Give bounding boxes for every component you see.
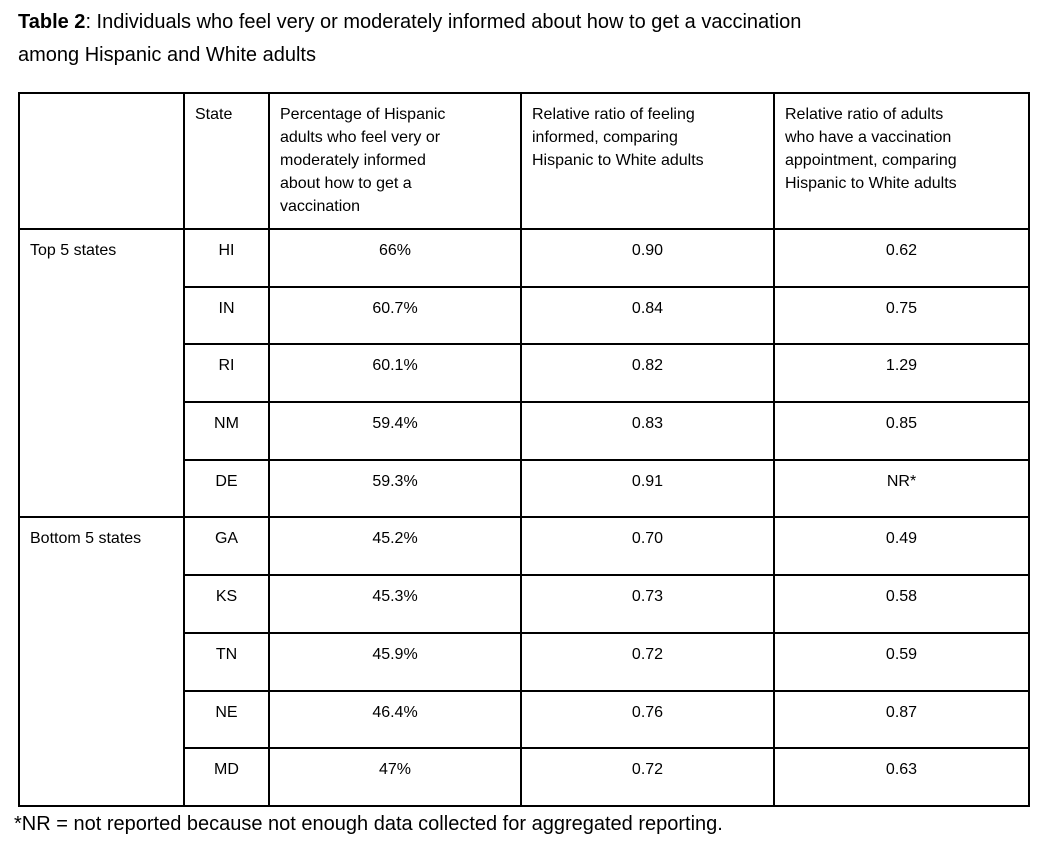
header-group-cell bbox=[18, 92, 185, 230]
header-state-cell: State bbox=[183, 92, 270, 230]
state-cell: DE bbox=[183, 458, 270, 519]
percentage-cell: 59.3% bbox=[268, 458, 522, 519]
percentage-cell: 60.7% bbox=[268, 285, 522, 346]
ratio-appointment-cell: 0.85 bbox=[773, 401, 1030, 461]
table-row: KS 45.3% 0.73 0.58 bbox=[19, 574, 1030, 634]
ratio-informed-cell: 0.83 bbox=[520, 401, 775, 461]
table-row: NE 46.4% 0.76 0.87 bbox=[19, 689, 1030, 750]
percentage-cell: 45.2% bbox=[268, 516, 522, 577]
state-cell: GA bbox=[183, 516, 270, 577]
group-label-cell: Bottom 5 states bbox=[18, 516, 185, 807]
header-percentage-cell: Percentage of Hispanic adults who feel v… bbox=[268, 92, 522, 230]
nr-footnote: *NR = not reported because not enough da… bbox=[14, 812, 723, 835]
table-row: RI 60.1% 0.82 1.29 bbox=[19, 343, 1030, 404]
header-row: State Percentage of Hispanic adults who … bbox=[18, 92, 1030, 230]
ratio-appointment-cell: 0.63 bbox=[773, 747, 1030, 807]
table-row: MD 47% 0.72 0.63 bbox=[19, 747, 1030, 807]
percentage-cell: 45.9% bbox=[268, 631, 522, 692]
state-cell: IN bbox=[183, 285, 270, 346]
ratio-informed-cell: 0.90 bbox=[520, 228, 775, 288]
ratio-informed-cell: 0.73 bbox=[520, 574, 775, 634]
percentage-cell: 60.1% bbox=[268, 343, 522, 404]
table-row: NM 59.4% 0.83 0.85 bbox=[19, 401, 1030, 461]
ratio-appointment-cell: 0.58 bbox=[773, 574, 1030, 634]
ratio-appointment-cell: 0.59 bbox=[773, 631, 1030, 692]
table-row: Bottom 5 states GA 45.2% 0.70 0.49 bbox=[18, 516, 1030, 807]
ratio-appointment-cell: 0.49 bbox=[773, 516, 1030, 577]
group-label-cell: Top 5 states bbox=[18, 227, 185, 519]
ratio-appointment-cell: 1.29 bbox=[773, 343, 1030, 404]
percentage-cell: 66% bbox=[268, 228, 522, 288]
state-cell: MD bbox=[183, 747, 270, 807]
header-ratio-informed-cell: Relative ratio of feeling informed, comp… bbox=[520, 92, 775, 230]
ratio-appointment-cell: 0.75 bbox=[773, 285, 1030, 346]
ratio-informed-cell: 0.76 bbox=[520, 689, 775, 750]
state-cell: NM bbox=[183, 401, 270, 461]
percentage-cell: 59.4% bbox=[268, 401, 522, 461]
state-cell: KS bbox=[183, 574, 270, 634]
state-cell: HI bbox=[183, 228, 270, 288]
header-ratio-appointment-cell: Relative ratio of adults who have a vacc… bbox=[773, 92, 1030, 230]
table-row: DE 59.3% 0.91 NR* bbox=[19, 458, 1030, 519]
table-row: TN 45.9% 0.72 0.59 bbox=[19, 631, 1030, 692]
ratio-appointment-cell: NR* bbox=[773, 458, 1030, 519]
state-cell: NE bbox=[183, 689, 270, 750]
percentage-cell: 47% bbox=[268, 747, 522, 807]
state-cell: TN bbox=[183, 631, 270, 692]
vaccination-info-table: State Percentage of Hispanic adults who … bbox=[18, 92, 1030, 807]
ratio-informed-cell: 0.84 bbox=[520, 285, 775, 346]
ratio-appointment-cell: 0.62 bbox=[773, 228, 1030, 288]
percentage-cell: 45.3% bbox=[268, 574, 522, 634]
table-title-text: : Individuals who feel very or moderatel… bbox=[18, 11, 802, 66]
percentage-cell: 46.4% bbox=[268, 689, 522, 750]
table-title-label: Table 2 bbox=[18, 11, 86, 33]
table-row: Top 5 states HI 66% 0.90 0.62 bbox=[18, 227, 1030, 519]
table-row: IN 60.7% 0.84 0.75 bbox=[19, 285, 1030, 346]
state-cell: RI bbox=[183, 343, 270, 404]
ratio-informed-cell: 0.72 bbox=[520, 631, 775, 692]
ratio-informed-cell: 0.72 bbox=[520, 747, 775, 807]
ratio-appointment-cell: 0.87 bbox=[773, 689, 1030, 750]
ratio-informed-cell: 0.70 bbox=[520, 516, 775, 577]
ratio-informed-cell: 0.82 bbox=[520, 343, 775, 404]
ratio-informed-cell: 0.91 bbox=[520, 458, 775, 519]
table-title: Table 2: Individuals who feel very or mo… bbox=[18, 6, 1046, 72]
